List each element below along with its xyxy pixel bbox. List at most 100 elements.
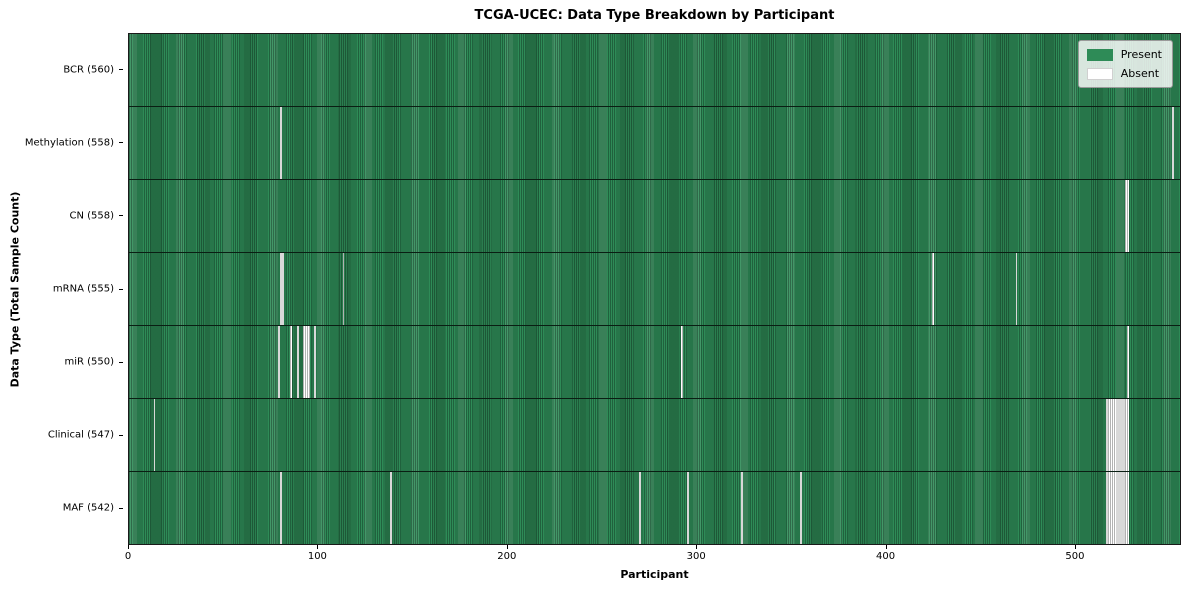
x-tick-mark — [506, 545, 508, 549]
absent-cell — [280, 253, 283, 325]
absent-cell — [1119, 472, 1122, 544]
absent-cell — [1110, 399, 1112, 471]
x-tick-mark — [885, 545, 887, 549]
y-tick-label: Methylation (558) — [24, 137, 114, 149]
absent-cell — [1108, 472, 1111, 544]
heatmap-row — [129, 34, 1180, 107]
absent-cell — [297, 326, 300, 398]
y-tick-mark — [119, 69, 123, 71]
y-tick-label: mRNA (555) — [52, 283, 114, 295]
absent-cell — [1127, 180, 1129, 252]
y-tick-label: Clinical (547) — [47, 429, 114, 441]
absent-cell — [1127, 326, 1129, 398]
legend-item: Present — [1086, 48, 1162, 61]
x-tick-mark — [128, 545, 129, 549]
heatmap-row — [129, 472, 1180, 544]
absent-cell — [1123, 472, 1126, 544]
absent-cell — [741, 472, 744, 544]
y-tick-mark — [119, 288, 123, 290]
absent-cell — [686, 472, 689, 544]
absent-cell — [1117, 472, 1120, 544]
absent-cell — [1113, 399, 1116, 471]
absent-cell — [1117, 399, 1120, 471]
absent-cell — [308, 326, 311, 398]
absent-cell — [800, 472, 802, 544]
absent-cell — [1115, 472, 1118, 544]
cell-grid-overlay — [129, 472, 1180, 544]
absent-cell — [342, 253, 345, 325]
absent-cell — [1119, 399, 1122, 471]
cell-grid-overlay — [129, 34, 1180, 106]
absent-cell — [302, 326, 305, 398]
absent-cell — [1123, 399, 1126, 471]
absent-cell — [1127, 472, 1129, 544]
column-shading-overlay — [129, 107, 1180, 179]
y-axis-ticks: BCR (560) Methylation (558) CN (558) mRNA (… — [0, 33, 123, 545]
x-axis-label: Participant — [620, 568, 689, 581]
x-tick-mark — [317, 545, 319, 549]
absent-cell — [1015, 253, 1018, 325]
y-tick-mark — [119, 507, 123, 509]
y-tick-label: MAF (542) — [62, 502, 114, 514]
absent-cell — [1111, 399, 1114, 471]
column-shading-overlay — [129, 34, 1180, 106]
cell-grid-overlay — [129, 253, 1180, 325]
heatmap-row — [129, 399, 1180, 472]
column-shading-overlay — [129, 253, 1180, 325]
absent-cell — [1121, 399, 1124, 471]
x-axis-ticks: 0 100 200 300 400 500 — [124, 545, 1181, 565]
cell-grid-overlay — [129, 326, 1180, 398]
absent-cell — [278, 326, 281, 398]
heatmap-row — [129, 180, 1180, 253]
y-tick-label: BCR (560) — [63, 64, 114, 76]
absent-cell — [1115, 399, 1118, 471]
absent-cell — [639, 472, 642, 544]
heatmap-row — [129, 253, 1180, 326]
legend-item: Absent — [1086, 67, 1162, 80]
absent-cell — [1121, 472, 1124, 544]
legend-label: Present — [1120, 48, 1162, 61]
x-tick-mark — [1074, 545, 1076, 549]
legend: Present Absent — [1077, 40, 1173, 88]
absent-cell — [153, 399, 156, 471]
x-tick-label: 200 — [497, 551, 517, 562]
x-tick-label: 400 — [876, 551, 896, 562]
absent-cell — [1106, 399, 1109, 471]
y-tick-mark — [119, 434, 123, 436]
absent-swatch — [1086, 67, 1113, 80]
column-shading-overlay — [129, 399, 1180, 471]
absent-cell — [680, 326, 683, 398]
absent-cell — [1125, 399, 1128, 471]
column-shading-overlay — [129, 326, 1180, 398]
heatmap-row — [129, 107, 1180, 180]
x-tick-label: 0 — [124, 551, 132, 562]
y-tick-mark — [119, 215, 123, 217]
y-tick-mark — [119, 142, 123, 144]
chart-title: TCGA-UCEC: Data Type Breakdown by Partic… — [474, 8, 835, 23]
x-tick-label: 300 — [686, 551, 706, 562]
absent-cell — [1113, 472, 1116, 544]
absent-cell — [1127, 399, 1129, 471]
y-tick-mark — [119, 361, 123, 363]
absent-cell — [1125, 180, 1128, 252]
absent-cell — [1106, 472, 1109, 544]
column-shading-overlay — [129, 180, 1180, 252]
plot-area: Present Absent — [128, 33, 1181, 545]
absent-cell — [389, 472, 392, 544]
absent-cell — [1125, 472, 1128, 544]
absent-cell — [1110, 472, 1112, 544]
absent-cell — [280, 472, 283, 544]
heatmap-rows — [129, 34, 1180, 544]
absent-cell — [1108, 399, 1111, 471]
y-tick-label: miR (550) — [64, 356, 114, 368]
heatmap-row — [129, 326, 1180, 399]
x-tick-mark — [696, 545, 698, 549]
cell-grid-overlay — [129, 180, 1180, 252]
absent-cell — [304, 326, 307, 398]
x-tick-label: 100 — [307, 551, 327, 562]
legend-label: Absent — [1120, 67, 1160, 80]
absent-cell — [1111, 472, 1114, 544]
absent-cell — [280, 107, 283, 179]
absent-cell — [306, 326, 309, 398]
